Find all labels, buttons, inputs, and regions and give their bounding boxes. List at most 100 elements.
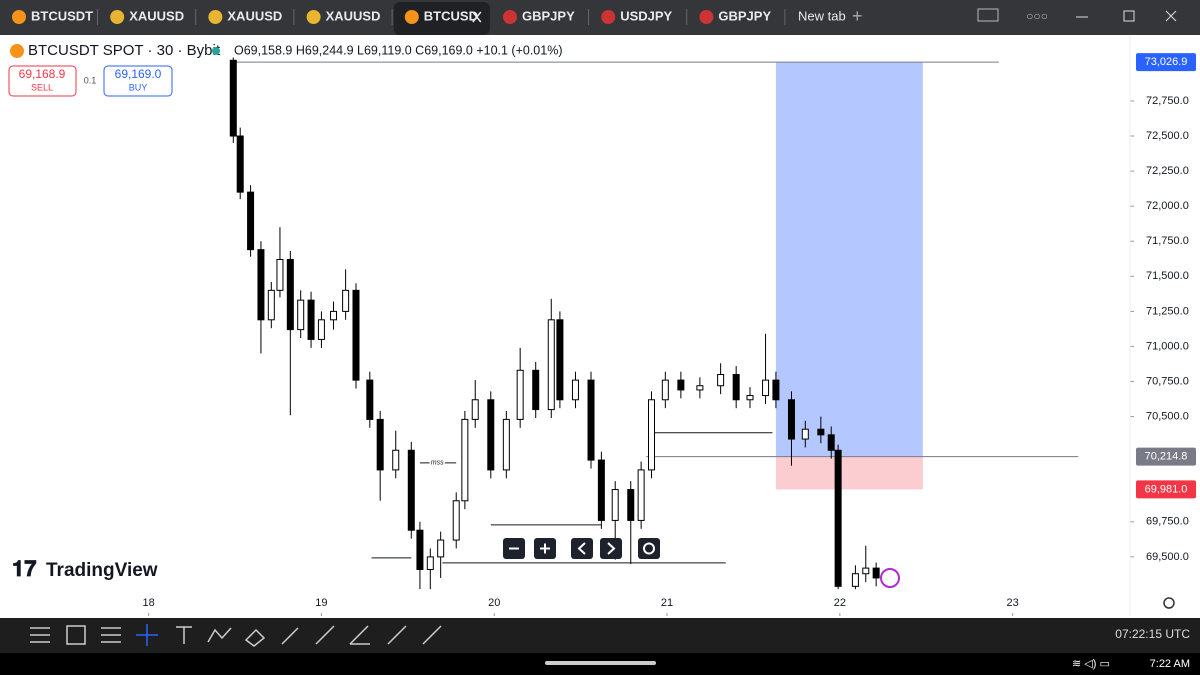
- candle-body: [787, 399, 795, 440]
- tab[interactable]: [295, 2, 392, 35]
- tab-label[interactable]: BTCUSD: [424, 8, 478, 23]
- candle-body: [597, 459, 605, 521]
- candle-body: [330, 310, 338, 321]
- annotation: mss: [431, 460, 444, 467]
- tab-label[interactable]: USDJPY: [620, 8, 672, 23]
- x-tick-label: 19: [315, 597, 327, 609]
- candle-body: [416, 529, 424, 571]
- candle-body: [407, 449, 415, 531]
- buy-button[interactable]: [103, 65, 173, 97]
- y-tick-label: 69,750.0: [1146, 516, 1189, 528]
- plot: mss 69,500.0 69,750.0 70,500.0 70,750.0 71,00…: [142, 53, 1196, 616]
- candle-body: [257, 249, 265, 321]
- status-time: 7:22 AM: [1150, 658, 1190, 670]
- tool-cross[interactable]: [136, 624, 158, 646]
- candle-body: [862, 567, 870, 575]
- x-tick-label: 21: [661, 597, 673, 609]
- tab-label[interactable]: GBPJPY: [522, 8, 575, 23]
- tool-angle[interactable]: [349, 625, 370, 645]
- tab-close[interactable]: [472, 11, 482, 23]
- candle-body: [286, 258, 294, 331]
- candle-body: [426, 556, 434, 571]
- tab[interactable]: [393, 2, 490, 35]
- tool-text[interactable]: [176, 626, 192, 644]
- tool-ray[interactable]: [387, 625, 407, 645]
- candle-body: [236, 135, 244, 193]
- candle-body: [502, 418, 510, 471]
- settings-icon[interactable]: [1163, 597, 1175, 609]
- right-icon: [607, 542, 616, 555]
- tabs: BTCUSDT XAUUSD XAUUSD XAUUSD BTCUSD GBPJPY USD…: [1, 2, 786, 35]
- tab-icon: [503, 10, 517, 24]
- tool-eraser[interactable]: [244, 628, 266, 647]
- candle-body: [532, 369, 540, 411]
- scroll-right[interactable]: [600, 538, 622, 559]
- sell-price[interactable]: 69,168.9: [19, 67, 66, 81]
- candle-body: [452, 500, 460, 541]
- tab-label[interactable]: XAUUSD: [129, 8, 184, 23]
- price-label-box: [1136, 53, 1196, 72]
- zoom-in-icon: [540, 543, 550, 554]
- alert-icon[interactable]: [880, 568, 900, 588]
- sell-label[interactable]: SELL: [31, 82, 53, 92]
- y-tick-label: 72,000.0: [1146, 200, 1189, 212]
- spread: 0.1: [84, 75, 97, 85]
- ohlc: O69,158.9 H69,244.9 L69,119.0 C69,169.0 …: [234, 43, 563, 57]
- y-tick-label: 70,750.0: [1146, 375, 1189, 387]
- candle-body: [611, 489, 619, 521]
- candle-body: [851, 573, 859, 587]
- candle-body: [547, 319, 555, 411]
- price-label: 69,981.0: [1145, 483, 1188, 495]
- tool-lines[interactable]: [30, 627, 50, 643]
- tab-label[interactable]: XAUUSD: [227, 8, 282, 23]
- home-indicator: [545, 661, 656, 665]
- tab[interactable]: [590, 2, 687, 35]
- position-target: [775, 62, 923, 457]
- buy-label[interactable]: BUY: [129, 82, 148, 92]
- buy-price[interactable]: 69,169.0: [115, 67, 162, 81]
- symbol[interactable]: BTCUSDT SPOT · 30 · Bybit: [28, 42, 221, 59]
- tab[interactable]: [1, 2, 97, 35]
- price-label: 70,214.8: [1145, 451, 1188, 463]
- reset[interactable]: [638, 538, 660, 559]
- restore[interactable]: [1123, 10, 1135, 22]
- close[interactable]: [1165, 10, 1177, 22]
- candle-body: [461, 418, 469, 502]
- window-icon[interactable]: [977, 8, 999, 22]
- menu-icon[interactable]: ○○○: [1026, 9, 1048, 23]
- tab[interactable]: [197, 2, 294, 35]
- tab-label[interactable]: BTCUSDT: [31, 8, 93, 23]
- new-tab-plus[interactable]: +: [852, 6, 863, 26]
- tool-brush[interactable]: [281, 627, 299, 645]
- tool-rect[interactable]: [66, 625, 86, 645]
- candle-body: [366, 379, 374, 420]
- candle-body: [872, 567, 880, 579]
- tab[interactable]: [99, 2, 196, 35]
- y-tick-label: 71,000.0: [1146, 340, 1189, 352]
- price-label-box: [1136, 480, 1196, 499]
- candle-body: [696, 385, 704, 391]
- tab[interactable]: [492, 2, 588, 35]
- candle-body: [556, 319, 564, 401]
- scroll-left[interactable]: [571, 538, 593, 559]
- y-tick-label: 72,750.0: [1146, 95, 1189, 107]
- tools: [30, 624, 442, 647]
- y-tick-label: 69,500.0: [1146, 551, 1189, 563]
- utc-clock: 07:22:15 UTC: [1115, 627, 1190, 641]
- candle-body: [677, 379, 685, 391]
- left-icon: [577, 542, 586, 555]
- x-tick-label: 22: [834, 597, 846, 609]
- tab[interactable]: [688, 2, 785, 35]
- tab-label[interactable]: XAUUSD: [326, 8, 381, 23]
- tool-pattern[interactable]: [207, 627, 232, 643]
- candle-body: [834, 449, 842, 587]
- tab-label[interactable]: GBPJPY: [718, 8, 771, 23]
- tool-trend[interactable]: [315, 625, 335, 645]
- tool-fib[interactable]: [101, 627, 121, 643]
- tool-line[interactable]: [422, 625, 442, 645]
- new-tab[interactable]: New tab: [798, 8, 846, 23]
- sell-button[interactable]: [8, 65, 77, 97]
- nav-buttons: [503, 538, 660, 559]
